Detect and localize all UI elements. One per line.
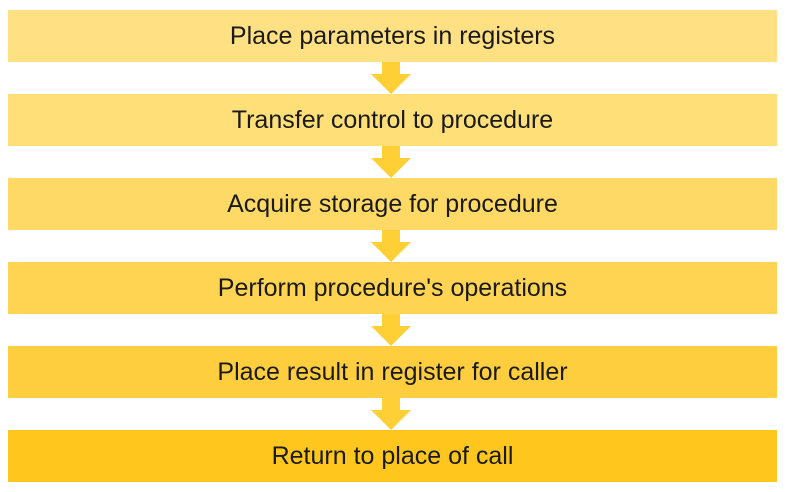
arrow-down-icon <box>371 146 411 178</box>
arrow-down-icon <box>371 230 411 262</box>
arrow-down-icon <box>371 314 411 346</box>
step-transfer-control: Transfer control to procedure <box>8 94 777 146</box>
step-place-result: Place result in register for caller <box>8 346 777 398</box>
step-acquire-storage: Acquire storage for procedure <box>8 178 777 230</box>
step-label: Place parameters in registers <box>229 21 556 50</box>
step-return-to-caller: Return to place of call <box>8 430 777 482</box>
arrow-down-icon <box>371 62 411 94</box>
step-label: Return to place of call <box>271 441 514 470</box>
step-label: Place result in register for caller <box>217 357 568 386</box>
step-perform-operations: Perform procedure's operations <box>8 262 777 314</box>
arrow-down-icon <box>371 398 411 430</box>
step-place-parameters: Place parameters in registers <box>8 10 777 62</box>
step-label: Perform procedure's operations <box>217 273 568 302</box>
step-label: Transfer control to procedure <box>231 105 554 134</box>
step-label: Acquire storage for procedure <box>227 189 558 218</box>
